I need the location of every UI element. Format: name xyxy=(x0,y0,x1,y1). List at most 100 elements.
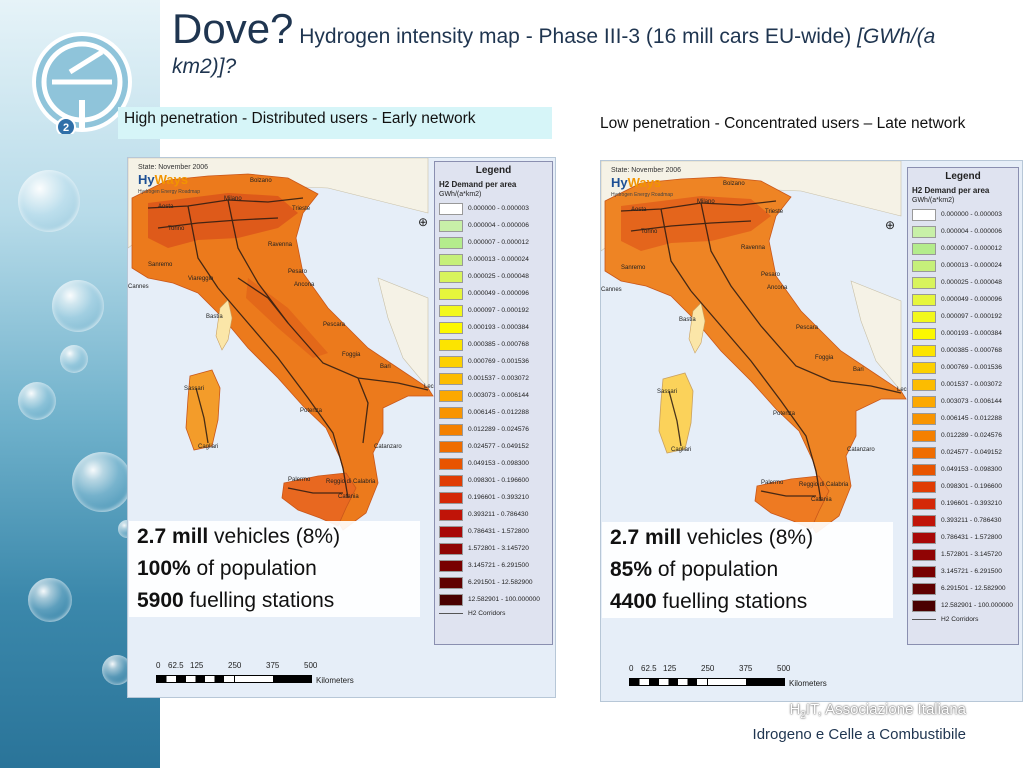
legend-swatch xyxy=(439,389,463,402)
bubble-decoration xyxy=(28,578,72,622)
legend-swatch xyxy=(912,344,936,357)
legend-swatch xyxy=(912,208,936,221)
svg-text:⊕: ⊕ xyxy=(418,215,428,229)
legend-item: 0.012289 - 0.024576 xyxy=(435,421,552,438)
legend-range: 0.012289 - 0.024576 xyxy=(468,426,529,433)
legend-item: 0.003073 - 0.006144 xyxy=(435,387,552,404)
svg-text:Milano: Milano xyxy=(224,196,242,202)
legend-range: 1.572801 - 3.145720 xyxy=(468,545,529,552)
scale-unit: Kilometers xyxy=(789,679,827,688)
legend-swatch xyxy=(912,548,936,561)
legend-range: 0.000049 - 0.000096 xyxy=(468,290,529,297)
hyways-logo: HyWays xyxy=(138,172,188,187)
legend-range: 0.000049 - 0.000096 xyxy=(941,296,1002,303)
slide-title: Dove? Hydrogen intensity map - Phase III… xyxy=(172,8,962,82)
scale-bar-graphic xyxy=(707,678,785,686)
legend-item: 0.786431 - 1.572800 xyxy=(435,523,552,540)
svg-text:Pescara: Pescara xyxy=(796,325,819,331)
legend-corridors: H2 Corridors xyxy=(908,616,1018,623)
legend-item: 0.012289 - 0.024576 xyxy=(908,427,1018,444)
svg-text:Aosta: Aosta xyxy=(158,204,174,210)
legend-item: 0.000769 - 0.001536 xyxy=(435,353,552,370)
legend-range: 0.000193 - 0.000384 xyxy=(941,330,1002,337)
legend-range: 0.000004 - 0.000006 xyxy=(941,228,1002,235)
legend-range: 0.000025 - 0.000048 xyxy=(468,273,529,280)
stat-vehicles: 2.7 mill vehicles (8%) xyxy=(610,522,885,554)
stat-population-value: 100% xyxy=(137,557,191,580)
bubble-decoration xyxy=(18,382,56,420)
legend-range: 0.786431 - 1.572800 xyxy=(468,528,529,535)
stat-stations: 5900 fuelling stations xyxy=(137,585,412,617)
legend-item: 0.000007 - 0.000012 xyxy=(908,240,1018,257)
legend-title: Legend xyxy=(475,165,512,176)
legend-item: 0.000385 - 0.000768 xyxy=(908,342,1018,359)
svg-text:Potenza: Potenza xyxy=(773,411,796,417)
legend-item: 0.000049 - 0.000096 xyxy=(435,285,552,302)
legend-swatch xyxy=(439,372,463,385)
legend-item: 0.000007 - 0.000012 xyxy=(435,234,552,251)
legend-item: 0.000193 - 0.000384 xyxy=(435,319,552,336)
legend-item: 0.006145 - 0.012288 xyxy=(435,404,552,421)
legend-range: 0.000097 - 0.000192 xyxy=(468,307,529,314)
legend-range: 0.000193 - 0.000384 xyxy=(468,324,529,331)
credit-line2: Idrogeno e Celle a Combustibile xyxy=(752,726,966,743)
legend-item: 0.006145 - 0.012288 xyxy=(908,410,1018,427)
legend-range: 0.000000 - 0.000003 xyxy=(468,205,529,212)
legend-range: 0.000025 - 0.000048 xyxy=(941,279,1002,286)
scale-tick: 500 xyxy=(304,661,318,670)
map-legend: Legend H2 Demand per area GWh/(a*km2) 0.… xyxy=(907,167,1019,645)
legend-swatch xyxy=(439,440,463,453)
legend-swatch xyxy=(439,491,463,504)
legend-swatch xyxy=(912,429,936,442)
legend-range: 0.049153 - 0.098300 xyxy=(941,466,1002,473)
legend-item: 3.145721 - 6.291500 xyxy=(435,557,552,574)
corridor-line-icon xyxy=(912,619,936,620)
credit-line1: H2IT, Associazione Italiana xyxy=(753,700,967,725)
legend-heading: H2 Demand per area xyxy=(912,186,990,195)
legend-item: 12.582901 - 100.000000 xyxy=(435,591,552,608)
legend-range: 0.001537 - 0.003072 xyxy=(941,381,1002,388)
legend-swatch xyxy=(912,463,936,476)
svg-text:Catania: Catania xyxy=(811,497,832,503)
legend-item: 1.572801 - 3.145720 xyxy=(908,546,1018,563)
svg-text:Potenza: Potenza xyxy=(300,408,323,414)
legend-range: 12.582901 - 100.000000 xyxy=(941,602,1013,609)
svg-text:Bari: Bari xyxy=(853,367,864,373)
stat-vehicles: 2.7 mill vehicles (8%) xyxy=(137,521,412,553)
right-map-panel: Bolzano Trieste Aosta Torino Milano Ravenna… xyxy=(600,160,1023,702)
legend-swatch xyxy=(912,565,936,578)
legend-range: 0.000013 - 0.000024 xyxy=(468,256,529,263)
legend-swatch xyxy=(912,276,936,289)
legend-item: 0.000013 - 0.000024 xyxy=(908,257,1018,274)
legend-range: 0.000007 - 0.000012 xyxy=(468,239,529,246)
legend-item: 0.786431 - 1.572800 xyxy=(908,529,1018,546)
legend-heading: H2 Demand per area xyxy=(439,180,517,189)
svg-text:Ravenna: Ravenna xyxy=(741,245,766,251)
footer-credit: H2IT, Associazione Italiana Idrogeno e C… xyxy=(753,700,966,744)
legend-item: 0.393211 - 0.786430 xyxy=(435,506,552,523)
legend-swatch xyxy=(912,395,936,408)
scale-tick: 250 xyxy=(228,661,242,670)
svg-text:Sanremo: Sanremo xyxy=(148,262,173,268)
map-state-date: State: November 2006 xyxy=(138,164,209,171)
stat-vehicles-label: vehicles (8%) xyxy=(208,525,341,548)
scale-tick: 62.5 xyxy=(641,664,657,673)
legend-range: 3.145721 - 6.291500 xyxy=(941,568,1002,575)
legend-item: 3.145721 - 6.291500 xyxy=(908,563,1018,580)
legend-range: 0.000013 - 0.000024 xyxy=(941,262,1002,269)
legend-swatch xyxy=(912,293,936,306)
stat-vehicles-value: 2.7 mill xyxy=(610,526,682,549)
bubble-decoration xyxy=(18,170,80,232)
svg-text:Torino: Torino xyxy=(641,229,658,235)
legend-range: 0.000097 - 0.000192 xyxy=(941,313,1002,320)
legend-range: 1.572801 - 3.145720 xyxy=(941,551,1002,558)
legend-swatch xyxy=(439,593,463,606)
legend-range: 0.006145 - 0.012288 xyxy=(941,415,1002,422)
legend-item: 0.000769 - 0.001536 xyxy=(908,359,1018,376)
legend-range: 0.024577 - 0.049152 xyxy=(941,449,1002,456)
stat-population: 100% of population xyxy=(137,553,412,585)
svg-text:Bari: Bari xyxy=(380,364,391,370)
legend-item: 0.000000 - 0.000003 xyxy=(435,200,552,217)
scale-bar: 0 62.5 125 250 375 500 Kilometers xyxy=(156,661,356,691)
legend-range: 0.000769 - 0.001536 xyxy=(941,364,1002,371)
